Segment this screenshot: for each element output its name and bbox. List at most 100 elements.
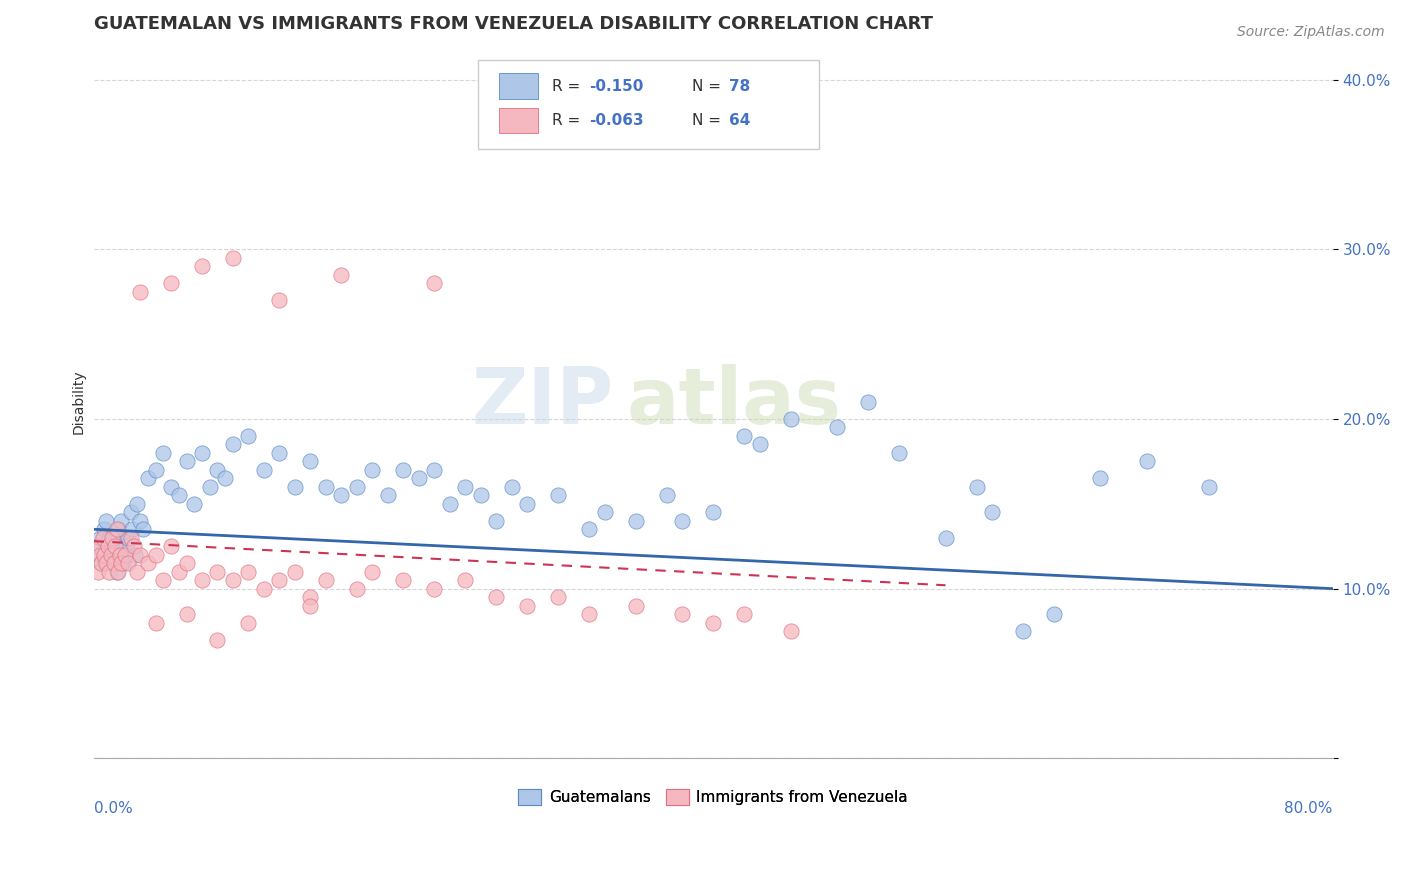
Point bbox=[136, 471, 159, 485]
Point bbox=[330, 488, 353, 502]
FancyBboxPatch shape bbox=[478, 60, 818, 149]
Point bbox=[501, 480, 523, 494]
Point bbox=[89, 548, 111, 562]
Point bbox=[779, 412, 801, 426]
Point bbox=[191, 573, 214, 587]
Point bbox=[124, 548, 146, 562]
Point bbox=[346, 582, 368, 596]
Point bbox=[207, 632, 229, 647]
Point bbox=[671, 514, 693, 528]
Point bbox=[284, 480, 307, 494]
Y-axis label: Disability: Disability bbox=[72, 369, 86, 434]
Point bbox=[105, 565, 128, 579]
Point bbox=[132, 522, 155, 536]
Point bbox=[114, 531, 136, 545]
FancyBboxPatch shape bbox=[499, 108, 538, 133]
Point bbox=[330, 268, 353, 282]
Point bbox=[1198, 480, 1220, 494]
Point bbox=[671, 607, 693, 621]
Text: 64: 64 bbox=[730, 113, 751, 128]
Point bbox=[454, 573, 477, 587]
Point bbox=[108, 548, 131, 562]
Point bbox=[121, 522, 143, 536]
Point bbox=[105, 522, 128, 536]
Point bbox=[578, 522, 600, 536]
Point bbox=[269, 293, 291, 308]
Point bbox=[110, 514, 132, 528]
Point bbox=[547, 488, 569, 502]
Point bbox=[107, 565, 129, 579]
Point bbox=[98, 565, 121, 579]
Point bbox=[624, 514, 647, 528]
Point bbox=[593, 505, 616, 519]
Point bbox=[624, 599, 647, 613]
Point bbox=[136, 556, 159, 570]
Point bbox=[238, 429, 260, 443]
Point bbox=[152, 573, 174, 587]
Text: 78: 78 bbox=[730, 78, 751, 94]
Point bbox=[129, 285, 152, 299]
Point bbox=[315, 480, 337, 494]
Point bbox=[87, 539, 110, 553]
Point bbox=[253, 582, 276, 596]
Point bbox=[86, 539, 108, 553]
Point bbox=[104, 539, 127, 553]
Point bbox=[485, 590, 508, 604]
Point bbox=[115, 539, 138, 553]
Point bbox=[104, 539, 127, 553]
Point bbox=[176, 556, 198, 570]
Point bbox=[120, 531, 142, 545]
Point bbox=[269, 446, 291, 460]
Text: GUATEMALAN VS IMMIGRANTS FROM VENEZUELA DISABILITY CORRELATION CHART: GUATEMALAN VS IMMIGRANTS FROM VENEZUELA … bbox=[94, 15, 932, 33]
Point bbox=[96, 539, 118, 553]
Point bbox=[90, 556, 112, 570]
Point bbox=[94, 556, 117, 570]
Point bbox=[547, 590, 569, 604]
Text: -0.150: -0.150 bbox=[589, 78, 644, 94]
Point bbox=[269, 573, 291, 587]
Text: Source: ZipAtlas.com: Source: ZipAtlas.com bbox=[1237, 25, 1385, 39]
Point bbox=[152, 446, 174, 460]
Point bbox=[253, 463, 276, 477]
Text: atlas: atlas bbox=[627, 364, 841, 440]
Point bbox=[93, 548, 115, 562]
Point bbox=[91, 531, 114, 545]
Point bbox=[167, 488, 190, 502]
Point bbox=[748, 437, 770, 451]
Point bbox=[101, 556, 124, 570]
Point bbox=[167, 565, 190, 579]
FancyBboxPatch shape bbox=[499, 73, 538, 99]
Point bbox=[1043, 607, 1066, 621]
Point bbox=[1136, 454, 1159, 468]
Point bbox=[191, 259, 214, 273]
Point bbox=[114, 548, 136, 562]
Point bbox=[176, 454, 198, 468]
Point bbox=[207, 463, 229, 477]
Point bbox=[110, 556, 132, 570]
Point bbox=[578, 607, 600, 621]
Point bbox=[733, 429, 755, 443]
Point bbox=[361, 565, 384, 579]
Point bbox=[1012, 624, 1035, 638]
Point bbox=[145, 463, 167, 477]
Point bbox=[655, 488, 678, 502]
Point bbox=[103, 531, 125, 545]
Point bbox=[516, 497, 538, 511]
Point bbox=[101, 531, 124, 545]
Point bbox=[108, 548, 131, 562]
Point bbox=[160, 539, 183, 553]
Text: N =: N = bbox=[692, 113, 725, 128]
Text: 0.0%: 0.0% bbox=[94, 801, 132, 816]
Text: N =: N = bbox=[692, 78, 725, 94]
Point bbox=[117, 531, 139, 545]
Point bbox=[160, 480, 183, 494]
Point bbox=[160, 277, 183, 291]
Point bbox=[733, 607, 755, 621]
Point bbox=[87, 565, 110, 579]
Point bbox=[238, 565, 260, 579]
Point bbox=[408, 471, 430, 485]
Point bbox=[183, 497, 205, 511]
Point bbox=[299, 599, 322, 613]
Point bbox=[423, 277, 446, 291]
Point bbox=[120, 505, 142, 519]
